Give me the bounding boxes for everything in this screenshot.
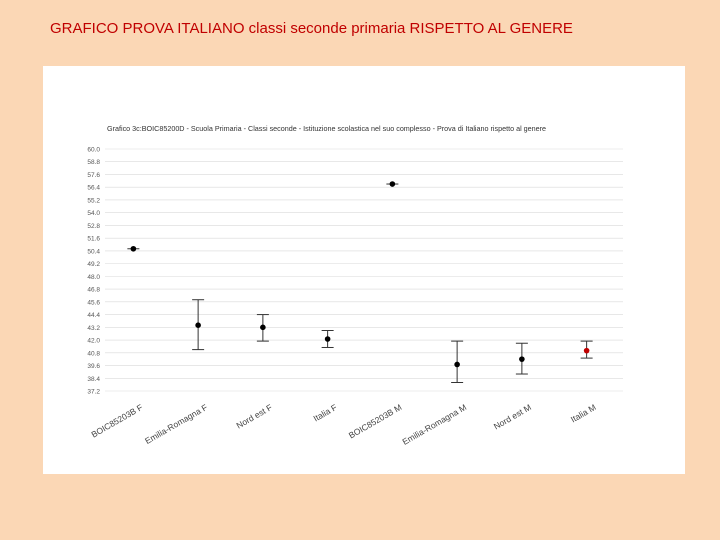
y-tick-label: 43.2 [87, 325, 100, 332]
x-tick-label: BOIC85203B F [89, 402, 144, 439]
x-tick-label: Nord est F [235, 402, 274, 431]
y-tick-label: 51.6 [87, 236, 100, 243]
data-point [519, 356, 525, 362]
x-tick-label: BOIC85203B M [347, 402, 404, 440]
y-tick-label: 49.2 [87, 261, 100, 268]
data-point [583, 347, 590, 354]
y-tick-label: 60.0 [87, 147, 100, 154]
y-tick-label: 40.8 [87, 350, 100, 357]
y-tick-label: 45.6 [87, 299, 100, 306]
y-tick-label: 48.0 [87, 274, 100, 281]
x-tick-label: Emilia-Romagna M [401, 402, 469, 447]
x-tick-label: Emilia-Romagna F [143, 402, 209, 446]
y-tick-label: 39.6 [87, 363, 100, 370]
y-tick-label: 57.6 [87, 172, 100, 179]
y-tick-label: 38.4 [87, 376, 100, 383]
data-point [454, 361, 460, 368]
y-tick-label: 44.4 [87, 312, 100, 319]
chart-title: Grafico 3c:BOIC85200D - Scuola Primaria … [107, 124, 546, 133]
y-tick-label: 58.8 [87, 159, 100, 166]
y-tick-label: 54.0 [87, 210, 100, 217]
y-tick-label: 55.2 [87, 197, 100, 204]
data-point [130, 245, 137, 252]
y-tick-label: 52.8 [87, 223, 100, 230]
data-point [260, 324, 266, 331]
y-tick-label: 50.4 [87, 248, 100, 255]
data-point [389, 181, 396, 187]
y-tick-label: 46.8 [87, 287, 100, 294]
slide-title: GRAFICO PROVA ITALIANO classi seconde pr… [50, 20, 573, 37]
x-tick-label: Italia F [312, 402, 339, 423]
x-tick-label: Italia M [569, 402, 598, 424]
x-tick-label: Nord est M [492, 402, 533, 431]
y-tick-label: 37.2 [87, 389, 100, 396]
y-tick-label: 56.4 [87, 185, 100, 192]
error-bar-chart: Grafico 3c:BOIC85200D - Scuola Primaria … [87, 124, 623, 447]
y-tick-label: 42.0 [87, 338, 100, 345]
data-point [195, 322, 201, 328]
chart-panel: Grafico 3c:BOIC85200D - Scuola Primaria … [43, 66, 685, 474]
data-point [324, 336, 331, 342]
